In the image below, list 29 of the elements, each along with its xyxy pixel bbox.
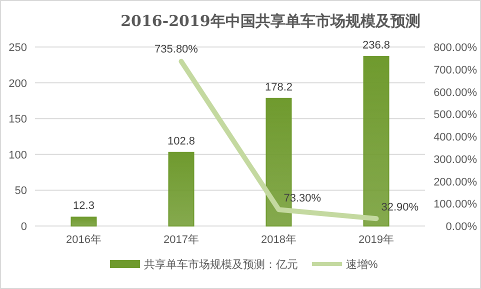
- x-tick-label: 2017年: [164, 234, 199, 246]
- y2-tick-label: 100.00%: [434, 198, 478, 211]
- legend-label: 速增%: [346, 258, 378, 271]
- y2-tick-label: 0.00%: [446, 221, 478, 233]
- y2-tick-label: 400.00%: [434, 132, 478, 144]
- data-label: 236.8: [362, 39, 390, 52]
- y-tick-label: 50: [14, 185, 27, 198]
- y2-tick-label: 600.00%: [434, 86, 478, 99]
- data-label: 735.80%: [154, 43, 198, 56]
- data-label: 102.8: [167, 135, 196, 148]
- x-tick-label: 2018年: [261, 234, 296, 246]
- bar: [168, 152, 194, 226]
- chart-title: 2016-2019年中国共享单车市场规模及预测: [120, 12, 420, 30]
- y2-tick-label: 800.00%: [434, 42, 478, 54]
- y2-tick-label: 700.00%: [434, 64, 478, 76]
- y-tick-label: 150: [8, 114, 27, 126]
- x-tick-label: 2019年: [358, 234, 394, 246]
- x-tick-label: 2016年: [66, 234, 102, 246]
- y-tick-label: 0: [20, 221, 27, 233]
- y-tick-label: 250: [8, 42, 27, 54]
- y2-tick-label: 500.00%: [434, 109, 478, 122]
- y2-tick-label: 200.00%: [434, 176, 478, 188]
- legend-label: 共享单车市场规模及预测：亿元: [144, 258, 298, 271]
- data-label: 12.3: [73, 200, 94, 212]
- y-tick-label: 200: [8, 78, 27, 90]
- y2-tick-label: 300.00%: [434, 154, 478, 166]
- data-label: 178.2: [264, 81, 293, 94]
- bar: [70, 216, 97, 226]
- y-tick-label: 100: [8, 149, 27, 162]
